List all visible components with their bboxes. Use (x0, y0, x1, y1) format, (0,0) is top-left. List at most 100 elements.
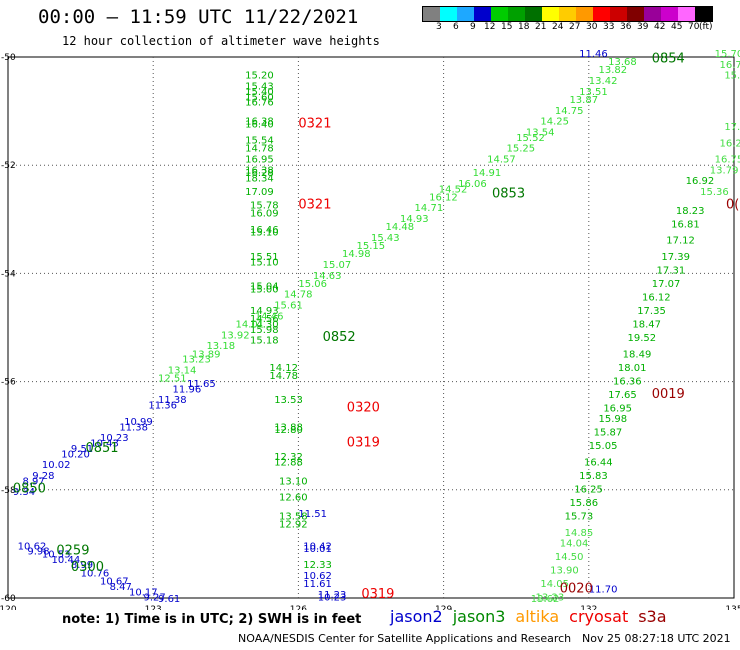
wave-height-label: 10.53 (42, 549, 71, 560)
wave-height-label: 15.54 (245, 136, 274, 147)
wave-height-label: 12.60 (279, 493, 308, 504)
wave-height-label: 10.67 (100, 576, 129, 587)
wave-height-label: 16.09 (250, 209, 279, 220)
wave-height-label: 16.06 (458, 179, 487, 190)
wave-height-label: 15.40 (245, 87, 274, 98)
wave-height-label: 12.92 (279, 520, 308, 531)
pass-time-label: 0019 (652, 387, 685, 402)
wave-height-label: 14.04 (560, 539, 589, 550)
wave-height-label: 14.78 (269, 371, 298, 382)
legend-swatch (508, 7, 525, 21)
wave-height-label: 11.46 (579, 49, 608, 60)
wave-height-label: 14.93 (250, 306, 279, 317)
credit-timestamp: Nov 25 08:27:18 UTC 2021 (582, 632, 731, 645)
legend-swatch (559, 7, 576, 21)
wave-height-label: 10.62 (18, 541, 47, 552)
wave-height-label: 16.12 (429, 192, 458, 203)
wave-height-label: 9.98 (27, 547, 49, 558)
wave-height-label: 15.00 (250, 284, 279, 295)
wave-height-label: 15.87 (594, 428, 623, 439)
wave-height-label: 13.10 (279, 476, 308, 487)
wave-height-label: 17.31 (657, 265, 686, 276)
wave-height-label: 12.88 (274, 457, 303, 468)
wave-height-label: 14.85 (565, 528, 594, 539)
wave-height-label: 13.18 (206, 341, 235, 352)
wave-height-label: 9.61 (158, 594, 180, 605)
wave-height-label: 19.52 (628, 333, 657, 344)
legend-swatch (423, 7, 440, 21)
legend-label: 27 (569, 22, 581, 32)
wave-height-label: 13.23 (536, 593, 565, 604)
pass-time-label: 0320 (347, 400, 380, 415)
legend-swatch (644, 7, 661, 21)
wave-height-label: 13.23 (182, 355, 211, 366)
wave-height-label: 16.75 (715, 154, 740, 165)
wave-height-label: 11.23 (318, 590, 347, 601)
lat-tick-label: -50 (1, 53, 16, 63)
legend-label: 36 (620, 22, 632, 32)
wave-height-label: 14.93 (400, 214, 429, 225)
wave-height-label: 13.14 (168, 365, 197, 376)
wave-height-label: 16.36 (613, 376, 642, 387)
wave-height-label: 10.62 (303, 571, 332, 582)
wave-height-label: 17.0 (724, 122, 740, 133)
wave-height-label: 13.62 (531, 594, 560, 605)
wave-height-label: 11.36 (148, 401, 177, 412)
wave-height-label: 16.95 (245, 154, 274, 165)
map-frame (7, 56, 735, 599)
satellite-legend: jason2 jason3 altika cryosat s3a (390, 607, 677, 626)
wave-height-label: 18.49 (623, 349, 652, 360)
legend-label: 9 (470, 22, 476, 32)
wave-height-label: 10.42 (303, 541, 332, 552)
wave-height-label: 15.07 (323, 260, 352, 271)
wave-height-label: 10.01 (303, 544, 332, 555)
wave-height-label: 16.2 (719, 138, 740, 149)
legend-swatch (678, 7, 695, 21)
legend-label: 30 (586, 22, 598, 32)
wave-height-label: 15.25 (507, 144, 536, 155)
wave-height-label: 12.80 (274, 425, 303, 436)
wave-height-label: 9.27 (144, 593, 166, 604)
wave-height-label: 14.57 (487, 154, 516, 165)
wave-height-label: 14.05 (540, 579, 569, 590)
wave-height-label: 13.87 (569, 95, 598, 106)
wave-height-label: 14.01 (235, 320, 264, 331)
wave-height-label: 14.78 (245, 144, 274, 155)
wave-height-label: 13.82 (598, 65, 627, 76)
wave-height-label: 16.28 (245, 168, 274, 179)
pass-time-label: 0850 (13, 482, 46, 497)
wave-height-label: 10.76 (81, 568, 110, 579)
legend-swatch (695, 7, 712, 21)
wave-height-label: 17.09 (245, 187, 274, 198)
wave-height-label: 13.88 (274, 422, 303, 433)
wave-height-label: 14.25 (540, 117, 569, 128)
wave-height-label: 13.90 (550, 566, 579, 577)
legend-swatch (491, 7, 508, 21)
wave-height-label: 14.63 (313, 271, 342, 282)
wave-height-label: 15.06 (298, 279, 327, 290)
wave-height-label: 15.05 (589, 441, 618, 452)
wave-height-label: 17.35 (637, 306, 666, 317)
legend-label: 3 (436, 22, 442, 32)
wave-height-label: 15.04 (250, 282, 279, 293)
legend-swatch (440, 7, 457, 21)
wave-height-label: 15.73 (565, 512, 594, 523)
legend-swatch (593, 7, 610, 21)
pass-time-label: 0020 (560, 582, 593, 597)
wave-height-label: 11.38 (158, 395, 187, 406)
legend-label: 18 (518, 22, 530, 32)
wave-height-label: 15.7 (724, 71, 740, 82)
wave-height-label: 14.52 (439, 184, 468, 195)
wave-height-label: 12.51 (158, 374, 187, 385)
wave-height-label: 13.79 (710, 165, 739, 176)
legend-label: 24 (552, 22, 564, 32)
wave-height-label: 16.76 (245, 98, 274, 109)
wave-height-label: 13.54 (526, 127, 555, 138)
legend-label: 21 (535, 22, 547, 32)
wave-height-label: 15.98 (598, 414, 627, 425)
wave-height-label: 12.33 (303, 560, 332, 571)
lon-tick-label: 129 (435, 605, 452, 610)
pass-time-label: 0( (726, 197, 739, 212)
wave-height-label: 15.10 (250, 228, 279, 239)
legend-label: 45 (671, 22, 683, 32)
